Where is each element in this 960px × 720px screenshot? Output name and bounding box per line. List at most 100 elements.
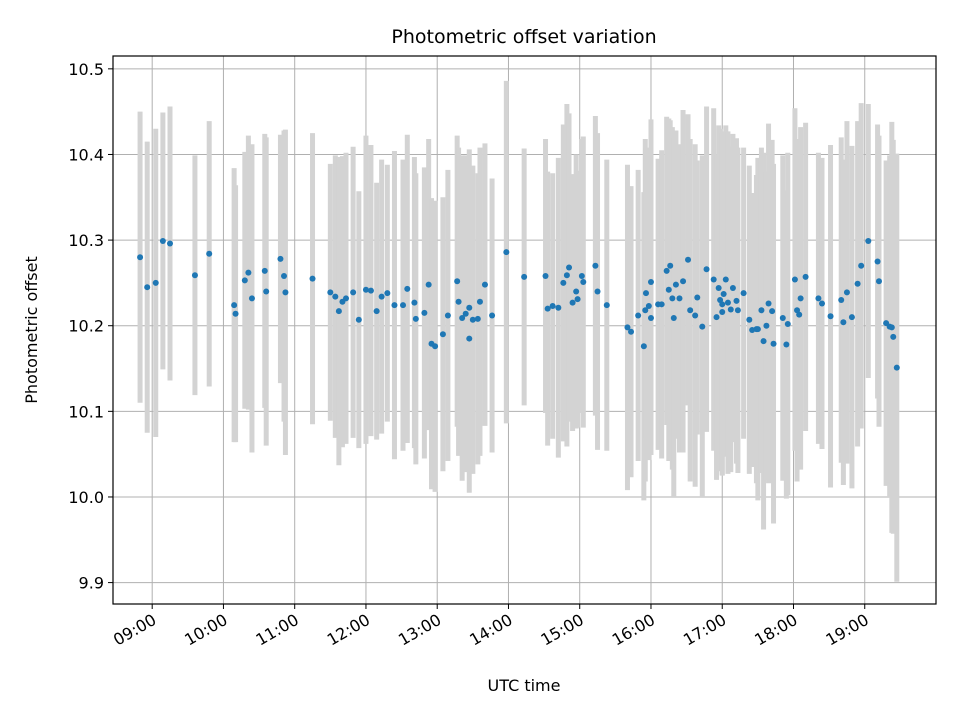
data-point [635,312,642,319]
data-point [865,237,872,244]
data-point [724,299,731,306]
data-point [592,262,599,269]
data-point [687,307,694,314]
data-point [694,294,701,301]
x-tick-label: 09:00 [110,610,159,650]
data-point [692,312,699,319]
data-point [152,279,159,286]
data-point [642,290,649,297]
y-tick-label: 10.1 [68,402,104,421]
data-point [421,309,428,316]
data-point [754,326,761,333]
data-point [241,277,248,284]
y-tick-label: 10.3 [68,231,104,250]
data-point [758,307,765,314]
y-axis-ticks: 9.9 10.0 10.1 10.2 10.3 10.4 10.5 [68,60,113,593]
data-point [647,315,654,322]
data-point [248,295,255,302]
data-point [466,304,473,311]
x-axis-ticks: 09:00 10:00 11:00 12:00 13:00 14:00 15:00 16:00… [110,604,872,650]
x-tick-label: 15:00 [537,610,586,650]
y-tick-label: 10.2 [68,317,104,336]
data-point [549,303,556,310]
x-tick-label: 16:00 [609,610,658,650]
data-point [232,310,239,317]
data-point [282,289,289,296]
data-point [454,278,461,285]
data-point [474,315,481,322]
data-point [281,273,288,280]
data-point [734,307,741,314]
error-bars [137,80,900,582]
data-point [893,364,900,371]
y-axis-label: Photometric offset [22,256,41,404]
data-point [580,279,587,286]
data-point [566,264,573,271]
data-point [740,290,747,297]
data-point [890,333,897,340]
data-point [555,304,562,311]
data-point [840,319,847,326]
data-point [144,284,151,291]
data-point [574,296,581,303]
data-point [469,316,476,323]
y-tick-label: 9.9 [79,574,104,593]
data-point [703,266,710,273]
data-point [815,295,822,302]
data-point [669,295,676,302]
y-tick-label: 10.5 [68,60,104,79]
data-point [476,298,483,305]
x-tick-label: 11:00 [252,610,301,650]
plot-frame [112,55,937,605]
data-point [411,299,418,306]
data-point [733,297,740,304]
data-point [350,289,357,296]
data-point [378,293,385,300]
data-point [466,335,473,342]
data-point [355,316,362,323]
data-point [796,311,803,318]
data-point [699,323,706,330]
data-point [628,328,635,335]
data-point [481,281,488,288]
data-point [719,301,726,308]
x-tick-label: 12:00 [324,610,373,650]
data-point [670,315,677,322]
data-point [277,255,284,262]
data-point [791,276,798,283]
data-point [838,297,845,304]
data-point [384,290,391,297]
data-point [544,305,551,312]
data-point [332,293,339,300]
data-point [765,300,772,307]
data-point [263,288,270,295]
data-point [746,316,753,323]
data-point [206,250,213,257]
data-point [827,313,834,320]
data-point [779,315,786,322]
data-point [444,312,451,319]
data-point [373,308,380,315]
data-point [560,279,567,286]
data-point [167,240,174,247]
data-point [719,309,726,316]
data-point [327,289,334,296]
data-point [727,306,734,313]
data-point [425,281,432,288]
data-point [854,280,861,287]
data-point [569,299,576,306]
data-point [715,285,722,292]
data-point [720,291,727,298]
data-point [624,324,631,331]
data-point [760,338,767,345]
chart-title: Photometric offset variation [391,26,656,48]
data-point [459,315,466,322]
data-point [722,276,729,283]
data-point [573,288,580,295]
x-tick-label: 13:00 [395,610,444,650]
data-point [642,307,649,314]
data-point [231,302,238,309]
data-point [843,289,850,296]
x-tick-label: 19:00 [823,610,872,650]
data-point [578,273,585,280]
